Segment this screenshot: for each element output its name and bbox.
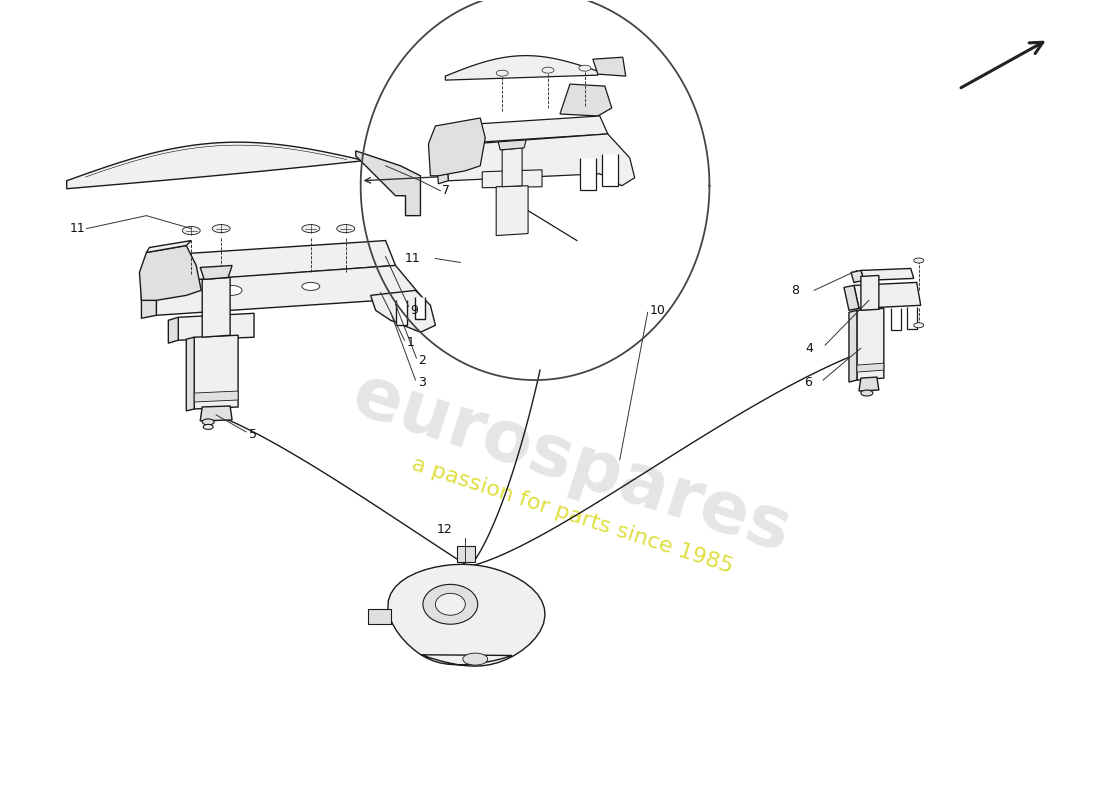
Polygon shape <box>195 391 238 402</box>
Polygon shape <box>396 300 407 326</box>
Polygon shape <box>458 546 475 562</box>
Polygon shape <box>861 269 914 281</box>
Ellipse shape <box>422 584 477 624</box>
Ellipse shape <box>579 65 591 71</box>
Text: a passion for parts since 1985: a passion for parts since 1985 <box>408 454 735 577</box>
Polygon shape <box>503 148 522 186</box>
Ellipse shape <box>337 225 354 233</box>
Text: 8: 8 <box>791 284 799 297</box>
Ellipse shape <box>204 425 213 430</box>
Polygon shape <box>446 134 635 186</box>
Ellipse shape <box>914 322 924 328</box>
Text: 4: 4 <box>805 342 813 354</box>
Polygon shape <box>140 246 201 300</box>
Polygon shape <box>593 57 626 76</box>
Text: eurospares: eurospares <box>344 360 800 567</box>
Polygon shape <box>844 286 859 310</box>
Polygon shape <box>67 142 365 189</box>
Polygon shape <box>482 170 542 188</box>
Ellipse shape <box>212 225 230 233</box>
Polygon shape <box>446 116 608 144</box>
Polygon shape <box>156 241 396 282</box>
Polygon shape <box>560 84 612 116</box>
Polygon shape <box>146 255 166 286</box>
Polygon shape <box>851 270 864 282</box>
Ellipse shape <box>436 594 465 615</box>
Polygon shape <box>168 318 178 343</box>
Polygon shape <box>200 406 232 421</box>
Text: 11: 11 <box>69 222 86 235</box>
Polygon shape <box>367 610 390 624</box>
Polygon shape <box>446 56 597 80</box>
Text: 5: 5 <box>249 428 257 442</box>
Text: 9: 9 <box>410 304 418 317</box>
Ellipse shape <box>202 419 215 425</box>
Polygon shape <box>388 564 544 666</box>
Text: 11: 11 <box>405 252 420 265</box>
Ellipse shape <box>914 258 924 263</box>
Ellipse shape <box>301 282 320 290</box>
Polygon shape <box>854 282 921 308</box>
Text: 12: 12 <box>437 523 452 536</box>
Ellipse shape <box>542 67 554 73</box>
Ellipse shape <box>183 226 200 234</box>
Ellipse shape <box>463 653 487 665</box>
Polygon shape <box>496 186 528 235</box>
Polygon shape <box>906 307 916 330</box>
Polygon shape <box>891 308 901 330</box>
Polygon shape <box>857 308 883 380</box>
Polygon shape <box>580 158 596 190</box>
Ellipse shape <box>861 390 873 396</box>
Text: 10: 10 <box>650 304 666 317</box>
Polygon shape <box>428 118 485 176</box>
Polygon shape <box>200 266 232 279</box>
Polygon shape <box>195 335 238 409</box>
Polygon shape <box>436 146 449 184</box>
Polygon shape <box>146 241 191 253</box>
Ellipse shape <box>496 70 508 76</box>
Polygon shape <box>355 151 420 216</box>
Polygon shape <box>849 310 857 382</box>
Text: 1: 1 <box>407 336 415 349</box>
Text: 2: 2 <box>418 354 427 366</box>
Ellipse shape <box>220 286 242 295</box>
Polygon shape <box>186 338 195 411</box>
Polygon shape <box>859 377 879 391</box>
Polygon shape <box>202 278 230 338</box>
Polygon shape <box>498 140 526 150</box>
Polygon shape <box>602 154 618 186</box>
Polygon shape <box>178 314 254 340</box>
Polygon shape <box>416 298 426 319</box>
Text: 7: 7 <box>442 184 450 198</box>
Text: 6: 6 <box>804 375 812 389</box>
Polygon shape <box>142 282 156 318</box>
Polygon shape <box>156 266 430 330</box>
Polygon shape <box>371 290 436 332</box>
Text: 3: 3 <box>418 375 427 389</box>
Polygon shape <box>857 363 883 372</box>
Polygon shape <box>861 275 879 310</box>
Ellipse shape <box>301 225 320 233</box>
Polygon shape <box>436 126 452 146</box>
